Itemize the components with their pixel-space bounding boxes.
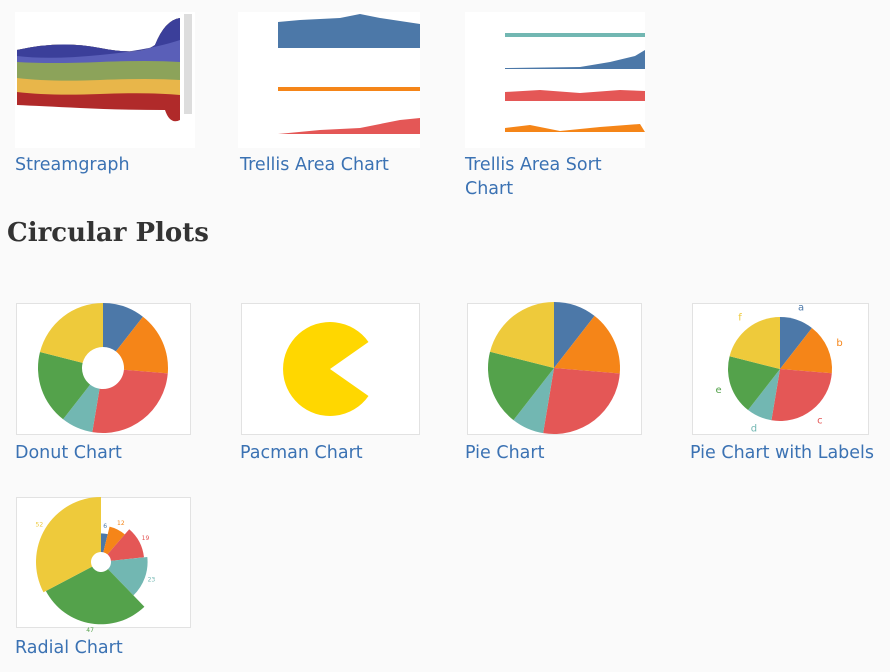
streamgraph-thumb[interactable] [15, 12, 195, 148]
radial-slice [107, 529, 144, 561]
pie-slice [513, 368, 554, 434]
stream-band [17, 18, 180, 58]
slice-label: a [798, 303, 804, 314]
area [278, 14, 420, 48]
link-title[interactable]: Radial Chart [15, 638, 123, 658]
pie-slice [543, 368, 620, 435]
pie-slice [771, 369, 832, 421]
link-title[interactable]: Streamgraph [15, 155, 130, 175]
pie-slice [554, 302, 595, 368]
pie-slice [780, 327, 832, 374]
legend-swatch [184, 14, 192, 114]
slice-label: c [817, 415, 823, 426]
pie-slice [727, 356, 780, 411]
radial-slice [103, 526, 125, 555]
radial-label: 23 [148, 577, 156, 584]
pie-slice [39, 303, 103, 363]
pacman [283, 322, 369, 416]
area [505, 33, 645, 37]
area [278, 118, 420, 134]
link-title[interactable]: Pie Chart with Labels [690, 443, 875, 463]
radial-label: 52 [36, 521, 44, 528]
pie-slice [115, 316, 168, 374]
pie-slice [748, 369, 780, 421]
radial-slice [45, 566, 145, 625]
link-title[interactable]: Trellis Area Chart [240, 155, 389, 175]
pie-slice [38, 352, 91, 420]
radial-label: 12 [117, 520, 125, 527]
section-heading: Circular Plots [7, 218, 209, 248]
trellis-area-thumb[interactable] [238, 12, 420, 148]
area [278, 87, 420, 91]
link-title[interactable]: Trellis Area Sort Chart [465, 155, 602, 199]
link-title[interactable]: Pie Chart [465, 443, 545, 463]
slice-label: b [836, 338, 842, 349]
link-title[interactable]: Pacman Chart [240, 443, 363, 463]
radial-slice [101, 533, 108, 553]
radial-slice [107, 556, 148, 596]
trellis-sort-thumb[interactable] [465, 12, 645, 148]
pie-slice [63, 384, 100, 433]
area [505, 90, 645, 101]
slice-label: d [751, 424, 757, 435]
pie-slice [780, 317, 812, 369]
pie-slice [490, 302, 554, 368]
radial-label: 19 [142, 535, 150, 542]
slice-label: f [738, 313, 742, 324]
slice-label: e [715, 385, 721, 396]
radial-label: 6 [103, 523, 107, 530]
pie-slice [103, 303, 143, 352]
pie-slice [92, 369, 168, 434]
link-title[interactable]: Donut Chart [15, 443, 122, 463]
area [505, 50, 645, 69]
pie-slice [554, 315, 621, 374]
radial-slice [36, 497, 101, 593]
radial-label: 47 [86, 627, 94, 634]
pie-slice [488, 351, 554, 421]
pie-slice [729, 317, 780, 369]
area [505, 124, 645, 132]
